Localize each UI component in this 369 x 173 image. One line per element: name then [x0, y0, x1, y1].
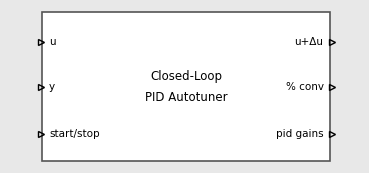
Text: u: u — [49, 37, 56, 47]
Bar — [42, 12, 330, 161]
Text: Closed-Loop: Closed-Loop — [150, 70, 223, 84]
Text: pid gains: pid gains — [276, 129, 324, 139]
Text: % conv: % conv — [286, 81, 324, 92]
Text: PID Autotuner: PID Autotuner — [145, 91, 228, 104]
Text: start/stop: start/stop — [49, 129, 100, 139]
Text: y: y — [49, 81, 55, 92]
Text: u+Δu: u+Δu — [294, 37, 324, 47]
